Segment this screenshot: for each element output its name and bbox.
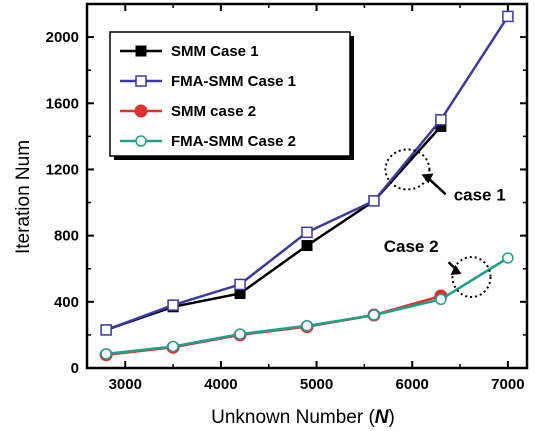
annotation-arrowhead-case1 [421,173,434,184]
data-point [368,195,380,207]
annotation-arrowhead-case2 [450,265,462,275]
y-axis: 0 400 800 1200 1600 2000 [46,3,527,377]
data-point [368,309,380,321]
legend-marker [135,135,147,147]
plot-frame [85,2,529,370]
annotation-label-case2: Case 2 [384,237,439,256]
x-axis-title-main: Unknown Number ( [211,407,375,428]
legend-marker [135,75,147,87]
series-line [105,294,442,357]
annotation-layer: case 1 Case 2 [384,148,506,298]
data-point [502,10,514,23]
series-3 [99,289,448,362]
series-2 [100,10,514,336]
x-axis-title: Unknown Number (N) [211,407,395,428]
y-tick-label: 400 [54,294,79,311]
legend: SMM Case 1 FMA-SMM Case 1 SMM case 2 FMA-SM… [109,31,354,160]
x-tick-label: 7000 [491,376,524,393]
y-tick-label: 1200 [46,161,79,178]
plot-border [85,2,529,370]
series-line [105,256,509,356]
data-point [100,348,112,360]
x-tick-label: 3000 [109,376,142,393]
x-axis: 3000 4000 5000 6000 7000 [109,4,525,393]
x-tick-label: 4000 [204,376,237,393]
data-point [301,240,313,252]
data-point [301,226,313,239]
annotation-circle-case1 [384,148,431,191]
y-tick-label: 1600 [46,95,79,112]
y-axis-title: Iteration Num [13,140,34,254]
legend-marker [134,104,148,118]
data-point [167,340,179,353]
annotation-arrow-case1 [426,176,447,196]
annotation-circle-case2 [451,256,492,298]
y-tick-label: 2000 [46,29,79,46]
y-tick-label: 800 [54,228,79,245]
legend-shadow-right [350,36,354,160]
legend-label: FMA-SMM Case 2 [171,133,296,150]
series-4 [100,252,514,360]
legend-marker [135,45,147,57]
legend-shadow-bottom [114,156,354,160]
series-layer [99,10,514,362]
x-axis-title-variable: N [375,407,390,428]
data-point [502,252,514,264]
legend-label: SMM Case 1 [171,43,259,60]
legend-label: SMM case 2 [171,103,256,120]
data-point [234,328,246,340]
data-point [435,293,447,306]
data-point [234,278,246,291]
x-axis-title-close: ) [389,407,395,428]
legend-label: FMA-SMM Case 1 [171,73,296,90]
annotation-label-case1: case 1 [454,185,506,204]
y-tick-label: 0 [71,360,79,377]
data-point [435,114,447,126]
data-point [301,320,313,332]
x-tick-label: 6000 [396,376,429,393]
x-tick-label: 5000 [300,376,333,393]
data-point [100,324,112,336]
data-point [167,299,179,311]
